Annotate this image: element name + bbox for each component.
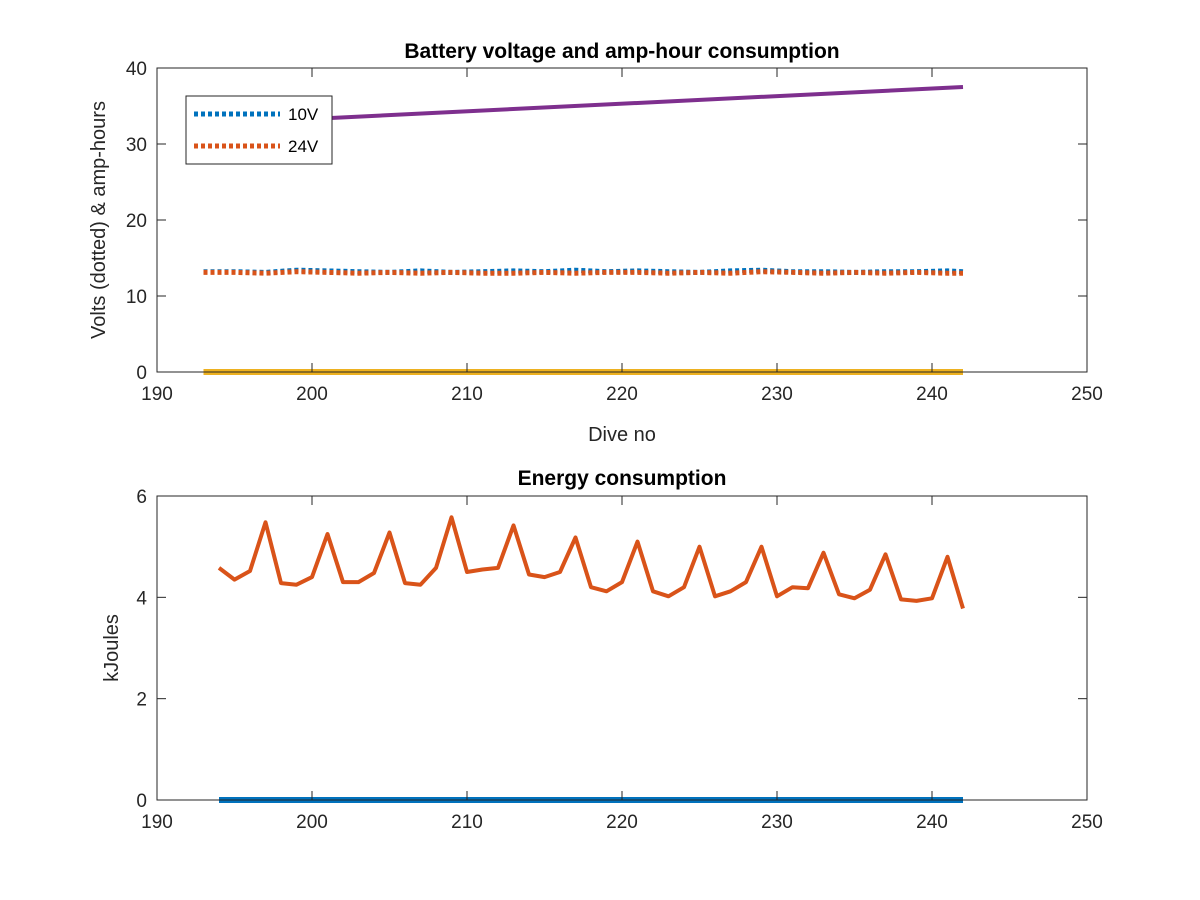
voltage-x-tick-label: 220 — [606, 384, 638, 405]
voltage-x-axis-label: Dive no — [588, 424, 656, 446]
voltage-x-tick-label: 240 — [916, 384, 948, 405]
energy-x-tick-label: 230 — [761, 812, 793, 833]
energy-y-tick-label: 0 — [136, 791, 147, 812]
voltage-axis-ticks: 190 200 210 220 230 240 250 0 10 20 30 40 — [126, 59, 1103, 405]
energy-y-tick-label: 4 — [136, 588, 147, 609]
legend-label-24v: 24V — [288, 137, 319, 156]
voltage-x-tick-label: 190 — [141, 384, 173, 405]
voltage-x-tick-label: 230 — [761, 384, 793, 405]
energy-x-tick-label: 240 — [916, 812, 948, 833]
voltage-x-tick-label: 200 — [296, 384, 328, 405]
energy-chart-title: Energy consumption — [518, 467, 727, 490]
legend-box — [185, 95, 333, 165]
voltage-legend: 10V 24V — [185, 95, 333, 165]
energy-series-line-0 — [217, 515, 965, 610]
voltage-y-tick-label: 10 — [126, 287, 147, 308]
energy-axis-ticks: 190 200 210 220 230 240 250 0 2 4 6 — [136, 487, 1102, 833]
voltage-series-line-1 — [203, 269, 963, 276]
voltage-y-tick-label: 40 — [126, 59, 147, 80]
energy-x-tick-label: 210 — [451, 812, 483, 833]
voltage-chart-title: Battery voltage and amp-hour consumption — [404, 40, 839, 63]
voltage-y-tick-label: 0 — [136, 363, 147, 384]
energy-x-tick-label: 200 — [296, 812, 328, 833]
energy-x-tick-label: 220 — [606, 812, 638, 833]
voltage-x-tick-label: 250 — [1071, 384, 1103, 405]
energy-y-tick-label: 6 — [136, 487, 147, 508]
energy-x-tick-label: 190 — [141, 812, 173, 833]
energy-subplot: 190 200 210 220 230 240 250 0 2 4 6 Energy consump… — [101, 467, 1103, 833]
voltage-x-tick-label: 210 — [451, 384, 483, 405]
voltage-y-tick-label: 30 — [126, 135, 147, 156]
legend-label-10v: 10V — [288, 105, 319, 124]
energy-x-tick-label: 250 — [1071, 812, 1103, 833]
energy-y-tick-label: 2 — [136, 690, 147, 711]
voltage-y-tick-label: 20 — [126, 211, 147, 232]
voltage-subplot: 190 200 210 220 230 240 250 0 10 20 30 40 Battery v… — [88, 40, 1103, 446]
voltage-y-axis-label: Volts (dotted) & amp-hours — [88, 101, 110, 339]
energy-y-axis-label: kJoules — [101, 614, 123, 682]
